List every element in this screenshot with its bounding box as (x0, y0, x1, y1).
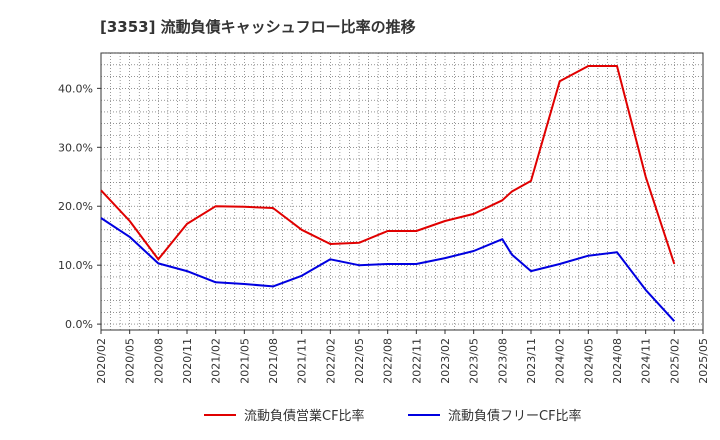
y-tick-label: 40.0% (58, 82, 93, 95)
y-tick-label: 0.0% (65, 318, 93, 331)
x-axis: 2020/02 2020/05 2020/08 2020/11 2021/02 2021/… (95, 330, 710, 384)
x-tick-label: 2024/05 (582, 338, 595, 384)
x-tick-label: 2023/08 (496, 338, 509, 384)
x-tick-label: 2023/02 (439, 338, 452, 384)
x-tick-label: 2020/08 (152, 338, 165, 384)
y-axis: 0.0% 10.0% 20.0% 30.0% 40.0% (58, 82, 101, 331)
x-tick-label: 2020/02 (95, 338, 108, 384)
series-line-1 (100, 65, 676, 265)
x-tick-label: 2021/02 (210, 338, 223, 384)
x-tick-label: 2021/05 (238, 338, 251, 384)
x-tick-label: 2024/08 (611, 338, 624, 384)
series-group (100, 65, 676, 322)
y-tick-label: 20.0% (58, 200, 93, 213)
legend: 流動負債営業CF比率 流動負債フリーCF比率 (204, 408, 582, 424)
x-tick-label: 2020/11 (181, 338, 194, 384)
plot-area (100, 52, 704, 331)
x-tick-label: 2020/05 (124, 338, 137, 384)
series-line-2 (100, 217, 676, 322)
y-tick-label: 30.0% (58, 141, 93, 154)
legend-label-2: 流動負債フリーCF比率 (448, 408, 582, 424)
x-tick-label: 2023/11 (525, 338, 538, 384)
y-tick-label: 10.0% (58, 259, 93, 272)
legend-label-1: 流動負債営業CF比率 (244, 408, 365, 424)
x-tick-label: 2024/02 (554, 338, 567, 384)
x-tick-label: 2022/11 (410, 338, 423, 384)
x-tick-label: 2022/05 (353, 338, 366, 384)
x-tick-label: 2023/05 (468, 338, 481, 384)
x-tick-label: 2021/11 (296, 338, 309, 384)
x-tick-label: 2024/11 (640, 338, 653, 384)
x-tick-label: 2025/02 (668, 338, 681, 384)
x-tick-label: 2025/05 (697, 338, 710, 384)
gridlines (101, 52, 703, 330)
x-tick-label: 2022/02 (324, 338, 337, 384)
x-tick-label: 2022/08 (382, 338, 395, 384)
chart-title: [3353] 流動負債キャッシュフロー比率の推移 (100, 18, 416, 36)
x-tick-label: 2021/08 (267, 338, 280, 384)
